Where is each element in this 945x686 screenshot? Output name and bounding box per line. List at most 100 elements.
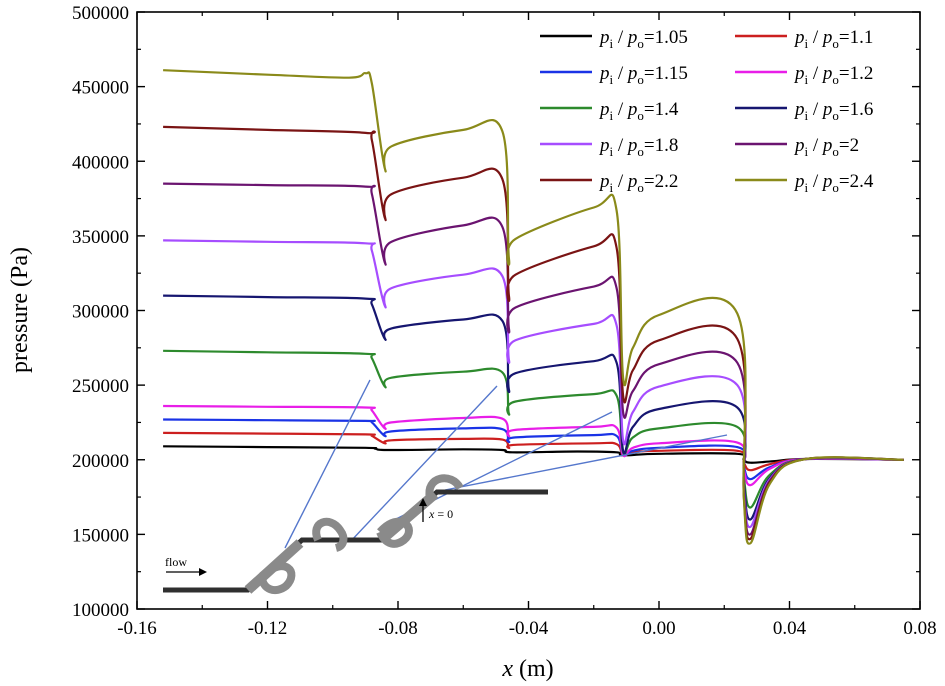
legend-entry-label: pi / po=1.6 <box>793 99 873 123</box>
x-axis-title: x (m) <box>501 656 553 682</box>
legend-label-part: / <box>613 171 628 192</box>
legend-label-part: i <box>610 72 614 87</box>
ring-connector-1 <box>244 539 304 594</box>
x-axis: -0.16 -0.12 -0.08 -0.04 0.00 0.04 0.08 <box>117 12 937 639</box>
inset-leader-2 <box>349 385 498 543</box>
series-line-1-2 <box>163 404 904 487</box>
legend-label-part: p <box>821 27 833 48</box>
inset-leader-lines <box>284 379 728 549</box>
flow-label: flow <box>165 555 187 569</box>
legend-entry-label: pi / po=2.2 <box>598 171 678 195</box>
y-tick-label: 100000 <box>72 600 129 621</box>
legend-label-part: i <box>805 108 809 123</box>
legend-label-part: p <box>626 27 638 48</box>
legend-label-part: =1.05 <box>644 27 688 48</box>
y-tick-label: 450000 <box>72 78 129 99</box>
legend-label-part: i <box>805 36 809 51</box>
legend-label-part: =1.6 <box>839 99 873 120</box>
legend-label-part: p <box>793 99 805 120</box>
inset-leader-4 <box>444 434 728 491</box>
legend-label-part: / <box>808 63 823 84</box>
legend-label-part: p <box>598 63 610 84</box>
series-lines <box>163 69 904 545</box>
y-tick-label: 150000 <box>72 525 129 546</box>
legend-label-part: i <box>610 36 614 51</box>
pipe-outline <box>163 489 548 593</box>
x-tick-label: -0.08 <box>378 618 418 639</box>
legend-label-part: / <box>808 171 823 192</box>
legend-entry-label: pi / po=1.1 <box>793 27 873 51</box>
x-tick-label: 0.00 <box>642 618 675 639</box>
legend-label-part: o <box>637 36 644 51</box>
legend-label-part: / <box>808 135 823 156</box>
nozzle-inset: flow x = 0 <box>163 379 728 595</box>
legend-label-part: =2.4 <box>839 171 874 192</box>
legend-label-part: p <box>626 63 638 84</box>
y-tick-label: 500000 <box>72 3 129 24</box>
legend-entry-label: pi / po=1.2 <box>793 63 873 87</box>
legend-label-part: i <box>805 72 809 87</box>
inset-leader-1 <box>284 379 371 549</box>
legend-entry-label: pi / po=1.15 <box>598 63 688 87</box>
legend-label-part: =1.1 <box>839 27 873 48</box>
legend-entry-label: pi / po=1.05 <box>598 27 688 51</box>
legend-label-part: p <box>598 135 610 156</box>
legend-label-part: p <box>626 171 638 192</box>
legend-label-part: p <box>598 171 610 192</box>
x0-label: x = 0 <box>428 507 453 521</box>
series-line-1-1 <box>163 431 904 472</box>
legend-label-part: i <box>610 180 614 195</box>
x-tick-label: -0.04 <box>509 618 549 639</box>
legend-label-part: / <box>808 99 823 120</box>
legend-label-part: o <box>637 72 644 87</box>
legend-label-part: p <box>793 63 805 84</box>
legend-label-part: p <box>821 99 833 120</box>
legend-label-part: o <box>637 144 644 159</box>
y-axis: 100000 150000 200000 250000 300000 350000 4000… <box>72 3 920 621</box>
x0-label-rest: = 0 <box>434 507 453 521</box>
legend-label-part: p <box>598 27 610 48</box>
legend-label-part: i <box>805 180 809 195</box>
x-tick-label: 0.04 <box>773 618 807 639</box>
legend-label-part: o <box>637 108 644 123</box>
series-line-2 <box>163 182 904 536</box>
series-line-1-4 <box>163 349 904 509</box>
legend-label-part: o <box>832 72 839 87</box>
x-axis-title-unit: (m) <box>519 656 554 682</box>
legend-label-part: i <box>805 144 809 159</box>
series-line-2-4 <box>163 69 904 545</box>
legend-label-part: o <box>832 144 839 159</box>
legend-label-part: p <box>793 135 805 156</box>
inset-pipe <box>163 489 548 593</box>
series-line-2-2 <box>163 125 904 541</box>
legend-label-part: o <box>832 108 839 123</box>
legend-entry-label: pi / po=2.4 <box>793 171 874 195</box>
y-tick-label: 200000 <box>72 451 129 472</box>
legend-label-part: =1.4 <box>644 99 679 120</box>
series-line-1-05 <box>163 445 904 464</box>
legend-label-part: p <box>821 171 833 192</box>
legend-label-part: i <box>610 108 614 123</box>
y-tick-label: 300000 <box>72 302 129 323</box>
x-tick-label: -0.12 <box>248 618 288 639</box>
legend-label-part: =1.8 <box>644 135 678 156</box>
legend-entry-label: pi / po=2 <box>793 135 859 159</box>
legend-label-part: p <box>626 135 638 156</box>
legend-label-part: o <box>832 180 839 195</box>
legend-label-part: p <box>821 135 833 156</box>
legend-label-part: o <box>637 180 644 195</box>
x-tick-label: 0.08 <box>903 618 936 639</box>
series-line-1-8 <box>163 239 904 529</box>
inset-rings <box>244 474 464 595</box>
legend-label-part: / <box>808 27 823 48</box>
legend-entry-label: pi / po=1.4 <box>598 99 679 123</box>
legend-label-part: =2.2 <box>644 171 678 192</box>
flow-arrow: flow <box>165 555 207 576</box>
x0-marker: x = 0 <box>419 498 453 522</box>
legend-label-part: i <box>610 144 614 159</box>
legend-label-part: p <box>793 27 805 48</box>
legend-label-part: / <box>613 27 628 48</box>
legend-label-part: =1.2 <box>839 63 873 84</box>
legend-label-part: o <box>832 36 839 51</box>
